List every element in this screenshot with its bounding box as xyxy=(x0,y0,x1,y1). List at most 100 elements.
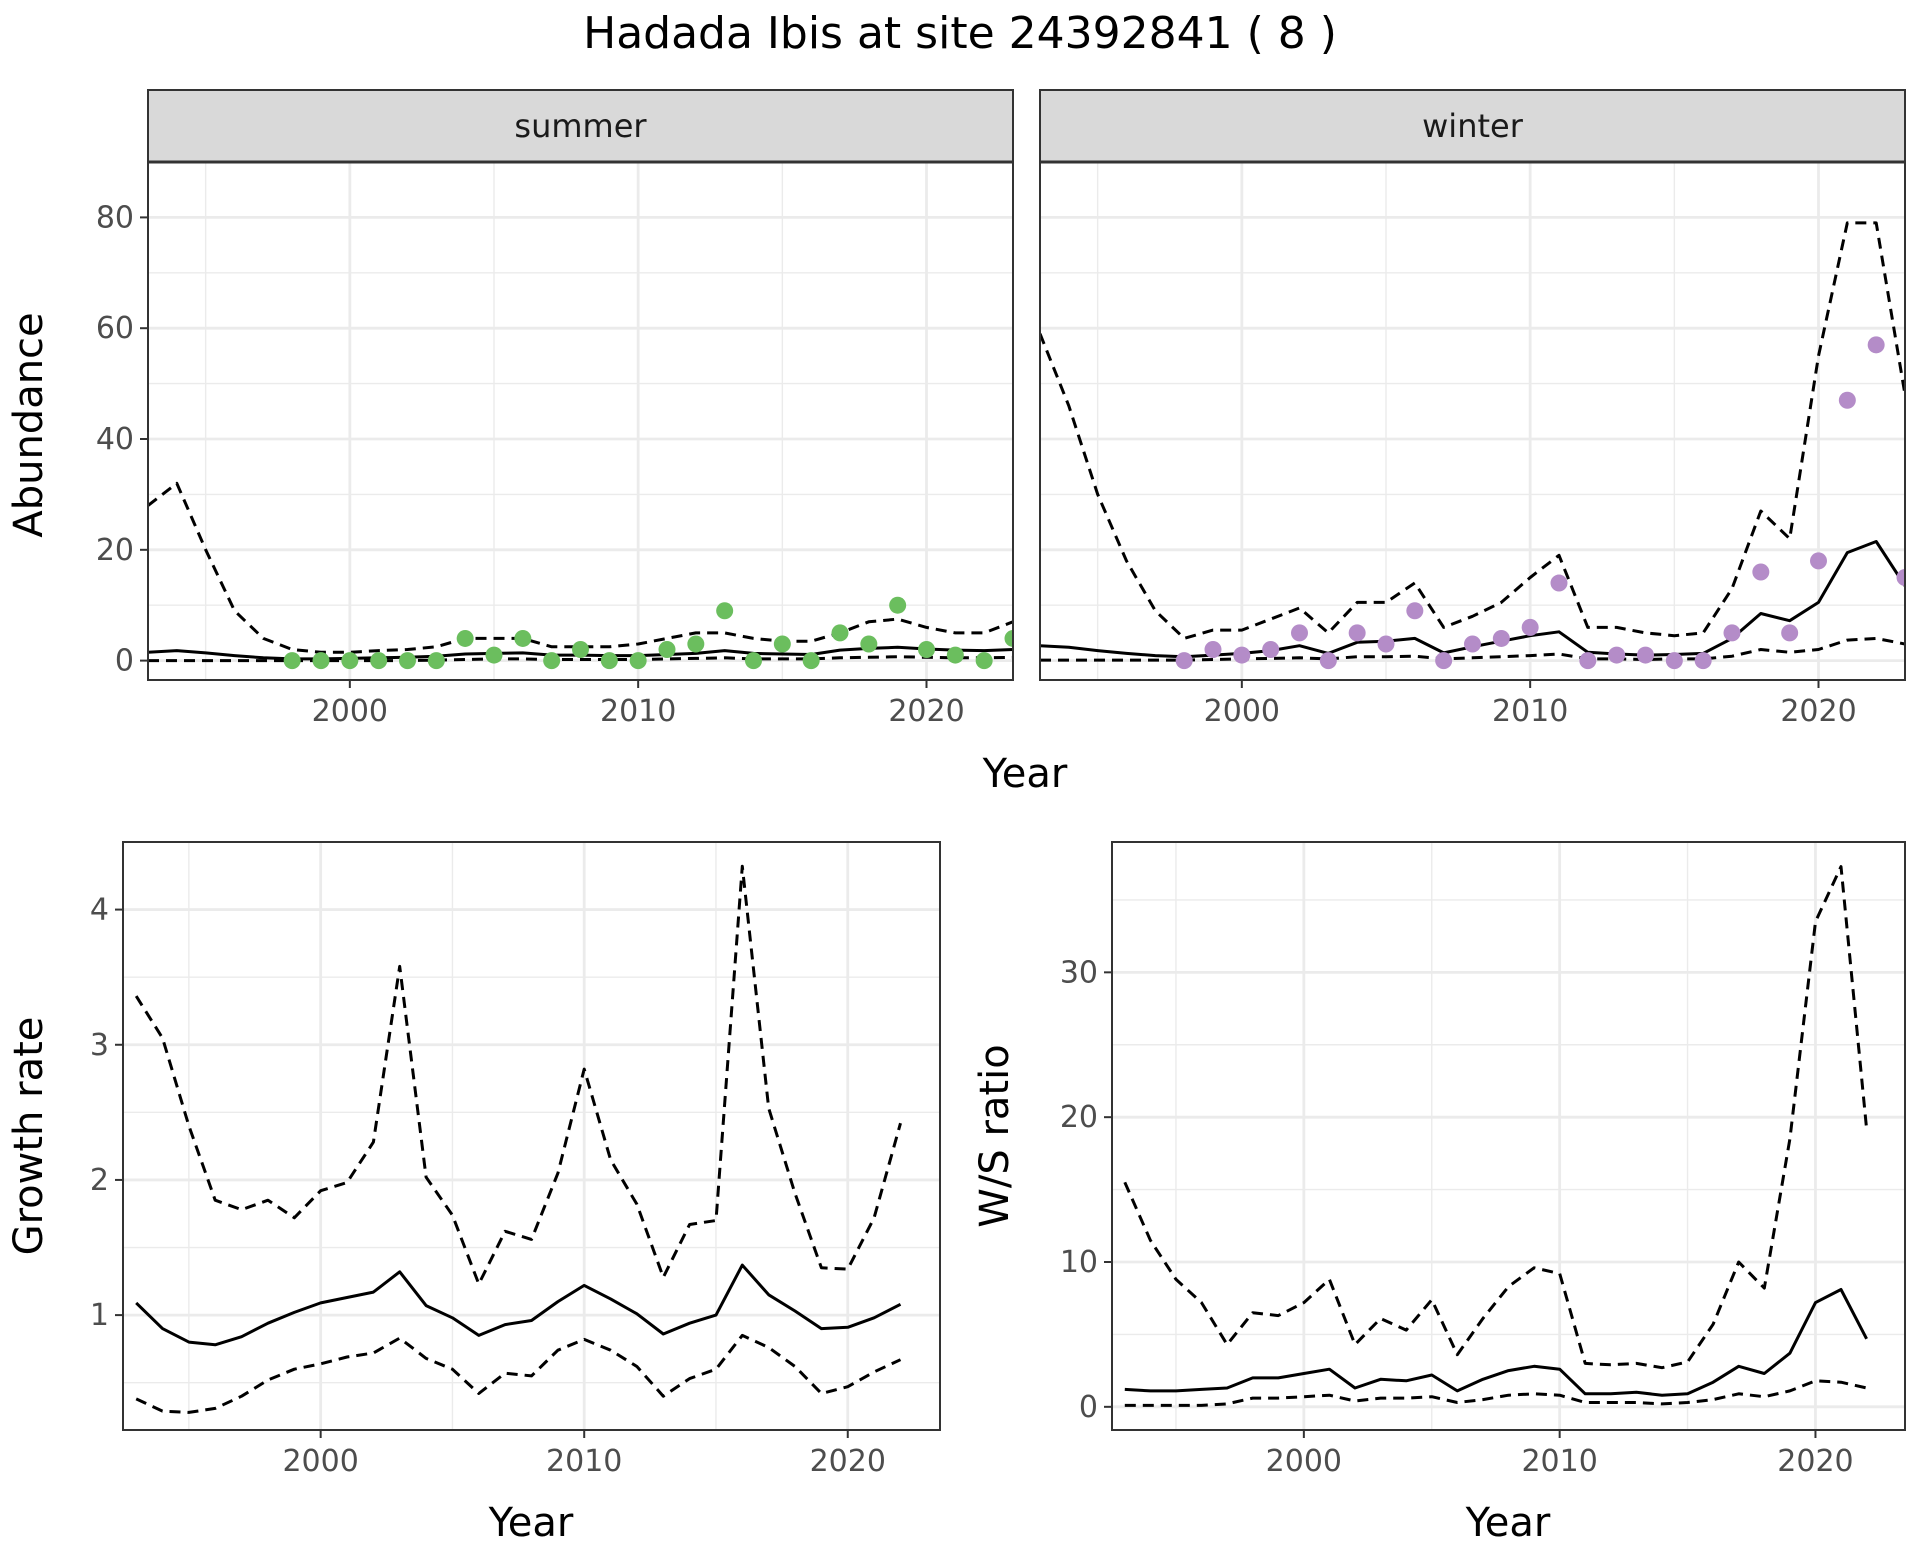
y-tick-label: 30 xyxy=(1060,955,1098,990)
count-point xyxy=(1004,629,1013,647)
count-point xyxy=(802,652,820,670)
y-tick-label: 4 xyxy=(90,893,109,928)
count-point xyxy=(1838,391,1856,409)
count-point xyxy=(1406,602,1424,620)
data-layer xyxy=(134,864,902,1414)
x-axis-title: Year xyxy=(488,1500,574,1546)
x-tick-label: 2000 xyxy=(282,1444,358,1479)
panel-ratio: 2000 2010 2020 0 10 20 30 W/S ratio Year xyxy=(972,841,1906,1546)
estimate-line xyxy=(1124,1288,1868,1397)
y-tick-label: 20 xyxy=(1060,1100,1098,1135)
count-point xyxy=(1810,552,1827,570)
y-tick-label: 60 xyxy=(96,311,134,346)
x-tick-label: 2020 xyxy=(888,694,964,729)
count-point xyxy=(543,652,561,670)
facet-label: winter xyxy=(1422,107,1524,145)
panel-winter: winter 2000 2010 2020 xyxy=(1039,89,1906,729)
count-point xyxy=(1608,646,1626,664)
y-tick-label: 0 xyxy=(115,644,134,679)
count-point xyxy=(370,652,388,670)
count-point xyxy=(1262,641,1280,659)
count-point xyxy=(975,652,993,670)
count-point xyxy=(1723,624,1741,642)
count-point xyxy=(918,641,935,659)
x-tick-label: 2010 xyxy=(600,694,676,729)
count-point xyxy=(889,596,907,614)
count-point xyxy=(399,652,416,670)
count-point xyxy=(716,602,734,620)
count-point xyxy=(629,652,647,670)
count-point xyxy=(514,629,532,647)
y-axis-title: Growth rate xyxy=(6,1017,52,1256)
y-tick-label: 1 xyxy=(90,1298,109,1333)
count-point xyxy=(485,646,503,664)
count-point xyxy=(1377,635,1395,653)
count-point xyxy=(745,652,762,670)
upper-bound-line xyxy=(1040,221,1905,640)
upper-bound-line xyxy=(148,481,1013,654)
x-tick-label: 2020 xyxy=(1780,694,1856,729)
count-point xyxy=(456,629,474,647)
count-point xyxy=(427,652,445,670)
x-tick-label: 2020 xyxy=(810,1444,886,1479)
upper-bound-line xyxy=(1123,865,1869,1370)
count-point xyxy=(283,652,301,670)
panel-border xyxy=(122,841,941,1431)
x-tick-label: 2000 xyxy=(1204,694,1280,729)
count-point xyxy=(1233,646,1251,664)
count-point xyxy=(831,624,849,642)
y-axis-title: Abundance xyxy=(6,312,52,537)
y-tick-label: 80 xyxy=(96,200,134,235)
count-point xyxy=(1175,652,1193,670)
x-axis-title: Year xyxy=(1465,1500,1551,1546)
estimate-line xyxy=(135,1263,902,1347)
x-tick-label: 2020 xyxy=(1777,1444,1853,1479)
count-point xyxy=(1204,641,1222,659)
count-point xyxy=(1435,652,1453,670)
count-point xyxy=(1521,618,1539,636)
count-point xyxy=(773,635,791,653)
data-layer xyxy=(1040,221,1905,670)
count-point xyxy=(1665,652,1683,670)
panel-summer: summer 2000 2010 2020 0 20 40 60 80 Abundance xyxy=(6,89,1014,729)
upper-bound-line xyxy=(134,864,902,1286)
count-point xyxy=(946,646,964,664)
count-point xyxy=(1896,569,1905,587)
count-point xyxy=(658,641,676,659)
count-point xyxy=(341,652,359,670)
count-point xyxy=(1579,652,1597,670)
count-point xyxy=(1492,629,1510,647)
x-tick-label: 2000 xyxy=(312,694,388,729)
y-tick-label: 2 xyxy=(90,1163,109,1198)
count-point xyxy=(1550,574,1568,592)
y-tick-label: 20 xyxy=(96,533,134,568)
count-point xyxy=(1752,563,1770,581)
figure-title: Hadada Ibis at site 24392841 ( 8 ) xyxy=(583,8,1337,59)
data-layer xyxy=(1123,865,1869,1407)
panel-border xyxy=(1111,841,1906,1431)
y-tick-label: 10 xyxy=(1060,1245,1098,1280)
count-point xyxy=(1291,624,1308,642)
top-row-x-axis-title: Year xyxy=(982,751,1068,797)
x-tick-label: 2000 xyxy=(1266,1444,1342,1479)
facet-strip xyxy=(147,89,1014,163)
y-axis-title: W/S ratio xyxy=(972,1044,1018,1227)
count-point xyxy=(860,635,878,653)
x-tick-label: 2010 xyxy=(1521,1444,1597,1479)
count-point xyxy=(1464,635,1481,653)
y-tick-label: 3 xyxy=(90,1028,109,1063)
count-point xyxy=(1867,336,1885,354)
y-tick-label: 0 xyxy=(1079,1390,1098,1425)
panel-growth: 2000 2010 2020 1 2 3 4 Growth rate Year xyxy=(6,841,941,1546)
count-point xyxy=(600,652,618,670)
count-point xyxy=(1319,652,1337,670)
x-tick-label: 2010 xyxy=(1492,694,1568,729)
count-point xyxy=(1694,652,1712,670)
y-tick-label: 40 xyxy=(96,422,134,457)
facet-strip xyxy=(1039,89,1906,163)
x-tick-label: 2010 xyxy=(546,1444,622,1479)
facet-label: summer xyxy=(514,107,647,145)
count-point xyxy=(1348,624,1366,642)
